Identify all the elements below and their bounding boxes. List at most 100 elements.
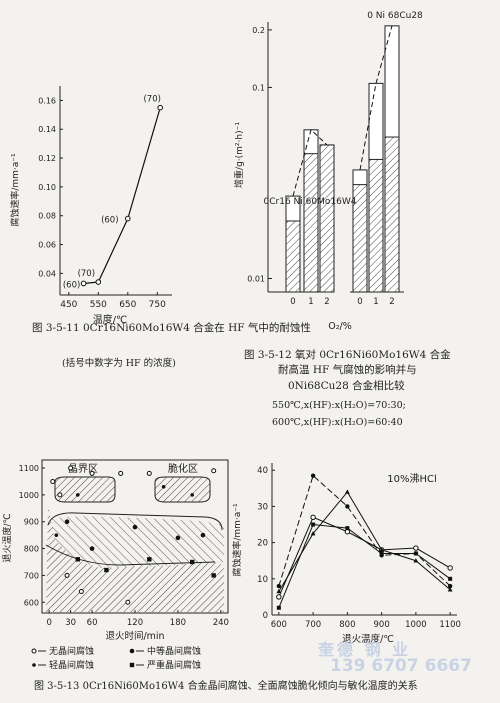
fig2-x-tick-label: 1: [373, 297, 378, 307]
fig1-x-tick-label: 650: [119, 300, 136, 310]
fig3-legend-marker: [32, 663, 36, 667]
fig3-legend-marker: [129, 662, 135, 668]
fig4-y-tick-label: 0: [263, 611, 268, 621]
fig3-x-tick-label: 240: [213, 618, 229, 628]
fig4-data-point: [448, 576, 453, 581]
fig3-caption: 图 3-5-13 0Cr16Ni60Mo16W4 合金晶间腐蚀、全面腐蚀脆化倾向…: [34, 680, 418, 694]
fig3-legend-label: 轻晶间腐蚀: [49, 659, 94, 671]
fig1-y-tick-label: 0.10: [38, 183, 56, 192]
fig3-data-point: [132, 524, 138, 530]
fig3-data-point: [118, 470, 124, 476]
fig3-data-point: [64, 519, 70, 525]
fig2-condition-line-2: 600℃,x(HF):x(H₂O)=60:40: [272, 417, 403, 428]
fig3-data-point: [64, 572, 70, 578]
fig3-legend-label: 严重晶间腐蚀: [147, 659, 201, 671]
fig3-x-tick-label: 120: [127, 618, 143, 628]
fig3-y-tick-label: 700: [24, 571, 39, 580]
fig3-y-tick-label: 600: [24, 598, 39, 607]
fig3-data-point: [211, 468, 217, 474]
fig4-y-tick-label: 30: [257, 502, 268, 512]
fig2-trend-line: [359, 25, 393, 171]
fig4-x-tick-label: 600: [271, 620, 287, 630]
fig4-data-point: [413, 551, 418, 556]
fig3-label: 图 3-5-13: [34, 681, 80, 692]
fig1-caption-text: 0Cr16Ni60Mo16W4 合金在 HF 气中的耐蚀性: [83, 322, 311, 334]
fig3-x-tick-label: 30: [65, 618, 76, 628]
fig4-data-point: [447, 583, 453, 589]
fig3-data-point: [161, 485, 166, 489]
fig2-x-tick-label: 0: [357, 297, 362, 307]
fig4-y-tick-label: 40: [257, 466, 268, 476]
fig1-y-tick-label: 0.08: [38, 212, 56, 221]
fig3-x-label: 退火时间/min: [105, 630, 164, 642]
fig1-y-tick-label: 0.14: [38, 125, 56, 134]
fig4-y-tick-label: 20: [257, 539, 268, 549]
fig4-x-tick-label: 900: [374, 620, 390, 630]
fig1-point-label: (70): [143, 95, 160, 105]
fig4-series-line: [278, 523, 451, 608]
watermark-company: 奎德 钢 业: [318, 640, 412, 659]
fig4-data-point: [345, 526, 350, 531]
fig3-embrittlement-zone: [154, 476, 211, 503]
fig3-x-tick-label: 0: [46, 618, 51, 628]
fig2-x-tick-label: 1: [308, 297, 313, 307]
fig1-data-point: [80, 280, 87, 287]
fig4-data-point: [413, 558, 419, 563]
fig2-y-tick-label: 0.2: [252, 26, 265, 35]
fig4-data-point: [379, 551, 384, 556]
fig3-legend-label: 无晶间腐蚀: [49, 645, 94, 657]
fig3-y-tick-label: 900: [24, 518, 39, 527]
fig3-data-point: [125, 599, 131, 605]
fig1-caption-note: (括号中数字为 HF 的浓度): [62, 358, 176, 369]
fig3-data-point: [190, 559, 195, 565]
fig2-bar-hatched: [285, 220, 301, 293]
fig3-data-point: [50, 478, 56, 484]
fig2-caption-line-1: 图 3-5-12 氧对 0Cr16Ni60Mo16W4 合金: [244, 349, 451, 361]
fig3-data-point: [57, 492, 63, 498]
fig2-bar-hatched: [384, 136, 400, 293]
fig2-group-label-2: 0 Ni 68Cu28: [367, 11, 423, 21]
fig4-y-tick-label: 10: [257, 575, 268, 585]
fig2-y-tick-label: 0.01: [247, 275, 265, 284]
fig1-y-tick-label: 0.16: [38, 96, 56, 105]
fig1-caption: 图 3-5-11 0Cr16Ni60Mo16W4 合金在 HF 气中的耐蚀性: [32, 321, 311, 335]
fig3-legend-marker: [129, 648, 135, 654]
fig4-data-point: [276, 605, 281, 610]
fig3-data-point: [78, 589, 84, 595]
fig3-boundary-upper: [47, 512, 223, 531]
fig2-y-tick-label: 0.1: [252, 83, 265, 92]
fig4-y-label: 腐蚀速率/mm·a⁻¹: [231, 503, 243, 577]
fig2-x-tick-label: 2: [324, 297, 329, 307]
fig4-x-label: 退火温度/℃: [342, 633, 394, 645]
fig1-x-tick-label: 450: [60, 300, 77, 310]
fig3-data-point: [146, 470, 152, 476]
fig4-x-tick-label: 1000: [405, 620, 427, 630]
fig1-y-tick-label: 0.04: [38, 269, 56, 278]
fig1-label: 图 3-5-11: [32, 322, 80, 334]
fig4-data-point: [276, 588, 282, 594]
watermark-phone: 139 6707 6667: [330, 656, 472, 676]
fig3-caption-text: 0Cr16Ni60Mo16W4 合金晶间腐蚀、全面腐蚀脆化倾向与敏化温度的关系: [82, 681, 418, 692]
fig2-x-tick-label: 2: [389, 297, 394, 307]
fig3-x-tick-label: 180: [170, 618, 186, 628]
fig3-y-tick-label: 1100: [19, 464, 39, 473]
fig1-y-label: 腐蚀速率/mm·a⁻¹: [9, 153, 21, 227]
fig4-data-point: [447, 587, 453, 592]
fig1-point-label: (60): [101, 216, 118, 226]
fig1-data-point: [95, 279, 102, 285]
fig1-series-line: [83, 107, 161, 285]
fig1-data-point: [124, 215, 131, 222]
fig4-x-tick-label: 800: [339, 620, 355, 630]
fig2-bar-hatched: [303, 153, 319, 293]
fig1-x-tick-label: 750: [149, 300, 166, 310]
fig4-series-line: [278, 474, 451, 587]
fig3-y-tick-label: 1000: [19, 491, 39, 500]
fig3-grain-boundary-zone: [54, 476, 116, 503]
fig4-data-point: [344, 529, 351, 535]
fig2-group-label-1: 0Cr16 Ni 60Mo16W4: [264, 197, 357, 207]
fig3-data-point: [104, 567, 109, 573]
fig4-title: 10%沸HCl: [387, 472, 437, 485]
fig3-data-point: [54, 533, 59, 537]
fig4-data-point: [311, 522, 316, 527]
